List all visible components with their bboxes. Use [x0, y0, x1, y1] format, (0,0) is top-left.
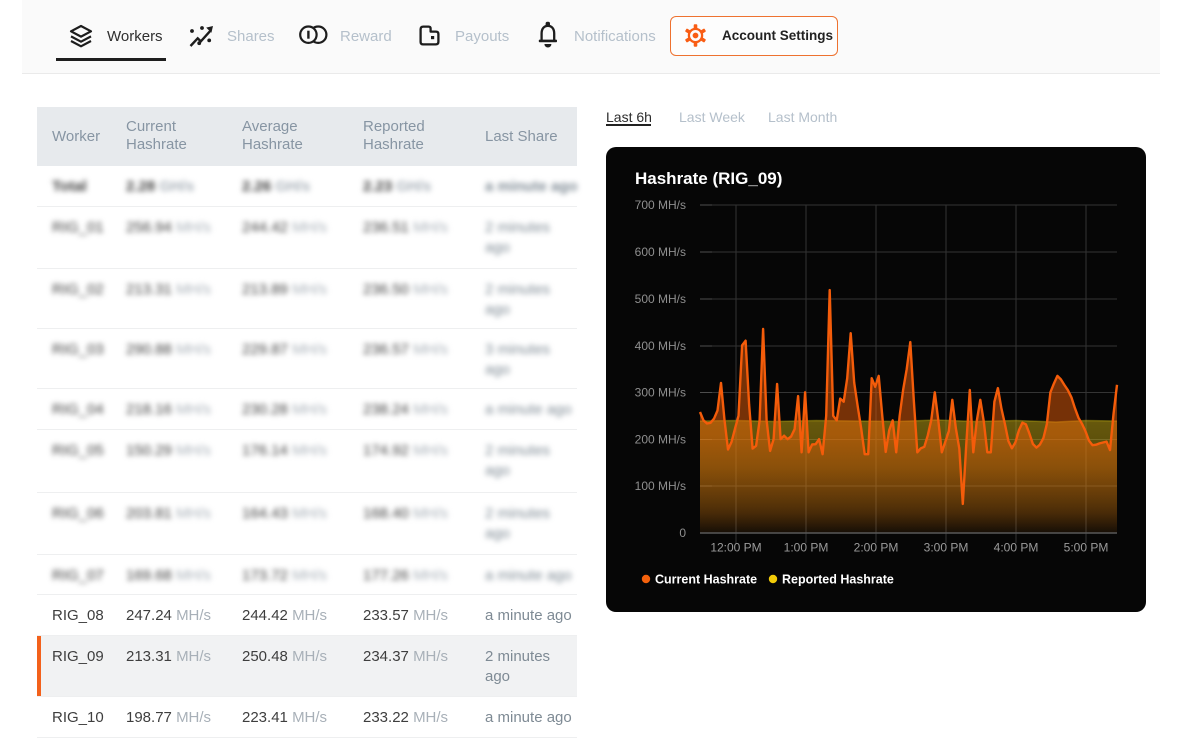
svg-text:12:00 PM: 12:00 PM: [710, 541, 761, 555]
svg-text:5:00 PM: 5:00 PM: [1064, 541, 1109, 555]
svg-text:1:00 PM: 1:00 PM: [784, 541, 829, 555]
svg-text:700 MH/s: 700 MH/s: [635, 198, 686, 212]
svg-text:300 MH/s: 300 MH/s: [635, 386, 686, 400]
svg-text:Current Hashrate: Current Hashrate: [655, 573, 757, 587]
svg-text:500 MH/s: 500 MH/s: [635, 292, 686, 306]
svg-text:400 MH/s: 400 MH/s: [635, 339, 686, 353]
svg-text:4:00 PM: 4:00 PM: [994, 541, 1039, 555]
svg-text:600 MH/s: 600 MH/s: [635, 245, 686, 259]
svg-text:100 MH/s: 100 MH/s: [635, 479, 686, 493]
svg-text:2:00 PM: 2:00 PM: [854, 541, 899, 555]
svg-text:Reported Hashrate: Reported Hashrate: [782, 573, 894, 587]
svg-text:0: 0: [679, 526, 686, 540]
svg-text:200 MH/s: 200 MH/s: [635, 433, 686, 447]
svg-text:3:00 PM: 3:00 PM: [924, 541, 969, 555]
svg-text:Hashrate (RIG_09): Hashrate (RIG_09): [635, 169, 782, 188]
